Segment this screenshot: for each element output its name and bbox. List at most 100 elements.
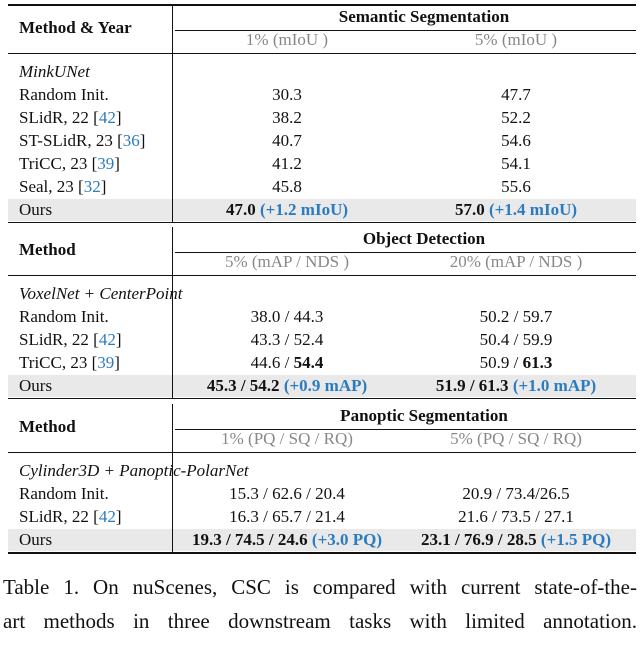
gain: (+1.0 mAP) [512,376,597,395]
table-cell: 54.6 [501,131,531,150]
method-text: SLidR, 22 [ [19,330,99,349]
citation: 42 [98,507,116,526]
table-cell: 43.3 / 52.4 [250,330,324,349]
highlight-row [8,199,636,221]
task-header: Panoptic Segmentation [340,406,508,425]
table-cell: 47.0 (+1.2 mIoU) [226,200,348,220]
highlight-row [8,375,636,397]
method-text: Ours [19,376,53,395]
cell-bold: 51.9 / 61.3 [435,376,509,395]
gain: (+0.9 mAP) [283,376,368,395]
table-cell: 55.6 [501,177,531,196]
table-cell: 21.6 / 73.5 / 27.1 [458,507,574,526]
table-cell: 38.2 [272,108,302,127]
rule [8,452,636,453]
table-cell: 51.9 / 61.3 (+1.0 mAP) [436,376,596,396]
cell-text: 44.6 / [250,353,294,372]
task-header: Object Detection [362,229,486,248]
method-text: ] [100,177,107,196]
method-text: Random Init. [19,484,109,503]
method-text: Random Init. [19,85,109,104]
table-cell: 54.1 [501,154,531,173]
citation: 42 [98,108,116,127]
method-name: TriCC, 23 [39] [19,154,120,174]
method-name: Random Init. [19,307,109,327]
table-cell: 40.7 [272,131,302,150]
table-cell: 15.3 / 62.6 / 20.4 [229,484,345,503]
setting-header: 5% (PQ / SQ / RQ) [450,429,582,448]
table-cell: 20.9 / 73.4/26.5 [462,484,570,503]
method-text: ] [114,154,120,173]
method-text: Ours [19,530,53,549]
method-text: ] [115,108,122,127]
method-text: SLidR, 22 [ [19,507,99,526]
table-cell: 47.7 [501,85,531,104]
rule [8,398,636,399]
gain: (+3.0 PQ) [311,530,383,549]
cell-bold: 47.0 [225,200,256,219]
table-cell: 38.0 / 44.3 [250,307,324,326]
method-header: Method & Year [19,18,132,37]
citation: 36 [122,131,140,150]
rule [172,227,173,398]
method-text: TriCC, 23 [ [19,154,98,173]
setting-header: 5% (mAP / NDS ) [224,252,350,271]
citation: 39 [97,154,115,173]
highlight-row [8,529,636,551]
setting-header: 1% (PQ / SQ / RQ) [221,429,353,448]
table-cell: 19.3 / 74.5 / 24.6 (+3.0 PQ) [192,530,382,550]
method-name: Ours [19,376,52,396]
caption-line: Table 1. On nuScenes, CSC is compared wi… [3,575,637,599]
group-label: Cylinder3D + Panoptic-PolarNet [19,461,249,480]
method-name: TriCC, 23 [39] [19,353,120,373]
table-cell: 23.1 / 76.9 / 28.5 (+1.5 PQ) [421,530,611,550]
method-name: Random Init. [19,484,109,504]
method-name: Random Init. [19,85,109,105]
method-text: ] [115,507,122,526]
method-name: SLidR, 22 [42] [19,330,121,350]
cell-text: 50.9 / [479,353,523,372]
gain: (+1.2 mIoU) [259,200,349,219]
citation: 39 [97,353,115,372]
method-text: SLidR, 22 [ [19,108,99,127]
cell-bold: 19.3 / 74.5 / 24.6 [191,530,308,549]
table-cell: 44.6 / 54.4 [251,353,324,373]
rule [8,552,636,554]
method-text: ] [139,131,146,150]
table-cell: 30.3 [272,85,302,104]
table-cell: 52.2 [501,108,531,127]
method-name: SLidR, 22 [42] [19,507,121,527]
rule [8,53,636,54]
task-header: Semantic Segmentation [338,7,510,26]
gain: (+1.4 mIoU) [488,200,578,219]
method-text: ST-SLidR, 23 [ [19,131,123,150]
setting-header: 5% (mIoU ) [474,30,558,49]
method-header: Method [19,417,76,436]
citation: 32 [83,177,101,196]
group-label: VoxelNet + CenterPoint [19,284,183,303]
cell-bold: 23.1 / 76.9 / 28.5 [420,530,537,549]
caption-line: art methods in three downstream tasks wi… [3,609,637,633]
rule [172,5,173,222]
method-text: TriCC, 23 [ [19,353,98,372]
table-cell: 50.2 / 59.7 [479,307,553,326]
method-text: ] [115,330,122,349]
method-name: Ours [19,530,52,550]
method-text: ] [114,353,120,372]
method-name: Ours [19,200,52,220]
method-name: Seal, 23 [32] [19,177,106,197]
rule [175,429,636,430]
rule [175,252,636,253]
method-name: SLidR, 22 [42] [19,108,121,128]
rule [8,222,636,223]
method-name: ST-SLidR, 23 [36] [19,131,145,151]
rule [172,404,173,552]
table-cell: 57.0 (+1.4 mIoU) [455,200,577,220]
rule [8,275,636,276]
gain: (+1.5 PQ) [540,530,612,549]
setting-header: 20% (mAP / NDS ) [449,252,583,271]
table-cell: 45.3 / 54.2 (+0.9 mAP) [207,376,367,396]
table-cell: 50.4 / 59.9 [479,330,553,349]
table-cell: 50.9 / 61.3 [480,353,553,373]
